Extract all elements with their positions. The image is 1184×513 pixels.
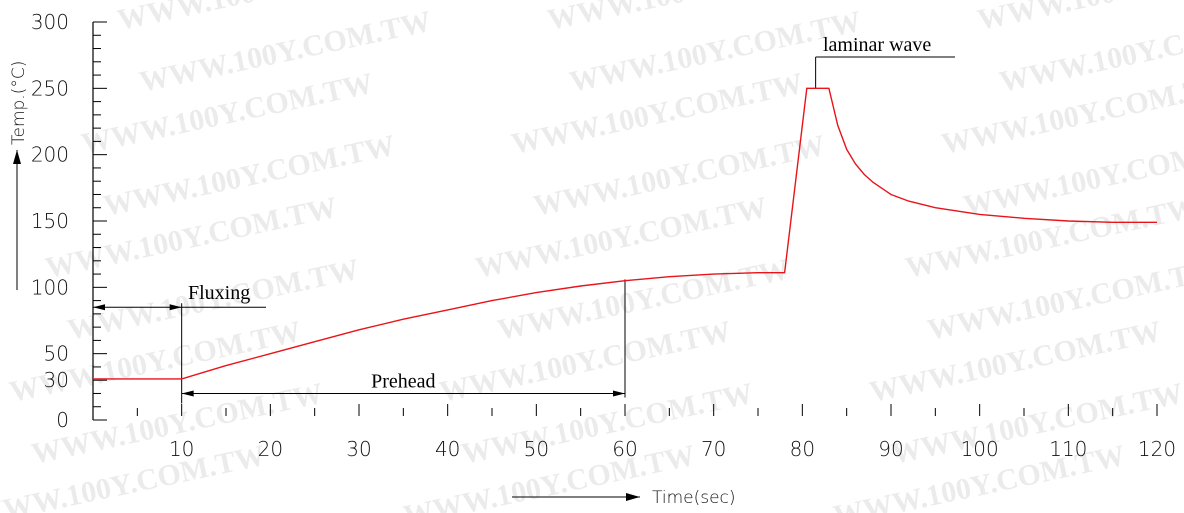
y-axis-title: Temp.(°C) xyxy=(9,61,29,145)
y-tick-label: 100 xyxy=(31,275,69,299)
prehead-arrow-right xyxy=(613,390,625,397)
fluxing-arrow-right xyxy=(169,304,182,311)
x-tick-label: 90 xyxy=(878,437,903,461)
x-tick-label: 10 xyxy=(169,437,194,461)
x-tick-label: 70 xyxy=(701,437,726,461)
x-tick-label: 20 xyxy=(258,437,283,461)
y-tick-label: 50 xyxy=(44,342,69,366)
x-axis-title: Time(sec) xyxy=(652,488,736,508)
y-tick-label: 0 xyxy=(56,408,69,432)
x-tick-label: 40 xyxy=(435,437,460,461)
prehead-label: Prehead xyxy=(371,370,435,392)
fluxing-label: Fluxing xyxy=(188,282,250,304)
x-tick-label: 30 xyxy=(346,437,371,461)
prehead-arrow-left xyxy=(181,390,194,397)
x-axis-arrowhead xyxy=(626,493,640,501)
y-tick-label: 30 xyxy=(44,368,69,392)
y-tick-label: 300 xyxy=(31,10,69,34)
x-tick-label: 80 xyxy=(790,437,815,461)
y-axis-arrowhead xyxy=(13,150,21,164)
y-tick-label: 200 xyxy=(31,143,69,167)
x-tick-label: 100 xyxy=(961,437,999,461)
laminar-wave-label: laminar wave xyxy=(823,34,931,56)
x-tick-label: 60 xyxy=(612,437,637,461)
temperature-curve xyxy=(93,87,1157,380)
x-tick-label: 50 xyxy=(524,437,549,461)
y-tick-label: 150 xyxy=(31,209,69,233)
axes xyxy=(13,21,1158,501)
x-tick-label: 120 xyxy=(1138,437,1176,461)
fluxing-arrow-left xyxy=(93,304,105,311)
y-tick-label: 250 xyxy=(31,76,69,100)
x-tick-label: 110 xyxy=(1049,437,1087,461)
watermark-text: WWW.100Y.COM.TW xyxy=(975,0,1184,37)
annotation-guides xyxy=(93,56,955,404)
